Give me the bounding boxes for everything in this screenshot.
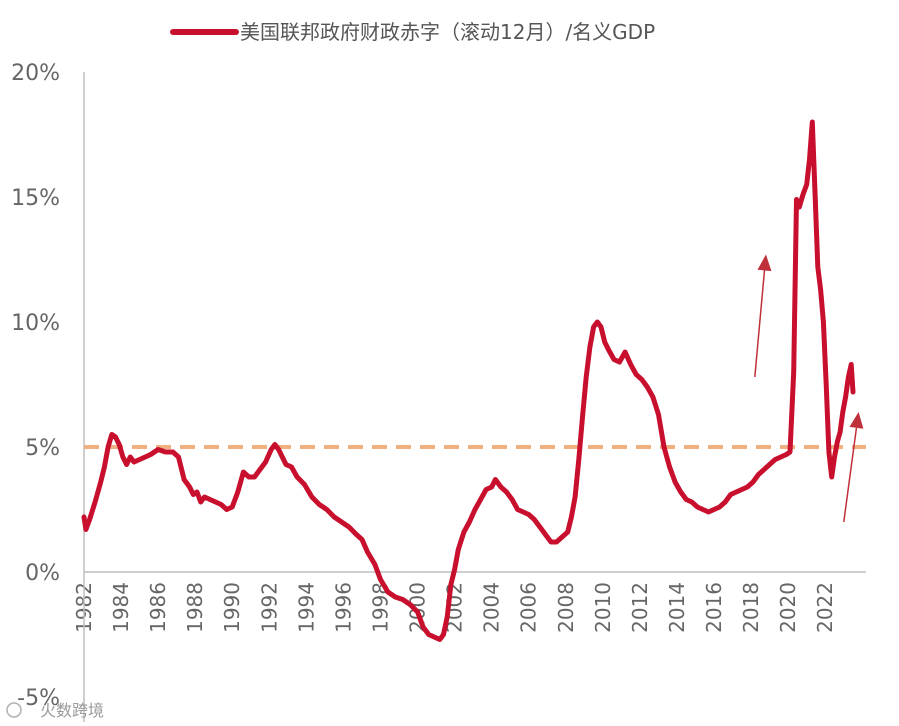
x-tick-label: 2008 <box>554 582 578 633</box>
x-tick-label: 1994 <box>294 582 318 633</box>
y-tick-label: 20% <box>11 61 60 86</box>
x-tick-label: 1990 <box>220 582 244 633</box>
y-tick-label: -5% <box>17 686 60 711</box>
y-tick-label: 10% <box>11 311 60 336</box>
watermark-text: 火数跨境 <box>40 701 104 720</box>
x-tick-label: 2014 <box>665 582 689 633</box>
x-tick-label: 2018 <box>739 582 763 633</box>
watermark: 火数跨境 <box>6 701 104 720</box>
annotations <box>754 254 864 523</box>
x-tick-label: 2016 <box>702 582 726 633</box>
x-tick-label: 2010 <box>591 582 615 633</box>
annotation-arrowhead-icon <box>849 412 864 429</box>
x-tick-label: 2004 <box>480 582 504 633</box>
x-tick-label: 1988 <box>183 582 207 633</box>
annotation-arrowhead-icon <box>757 254 772 272</box>
x-tick-label: 2020 <box>776 582 800 633</box>
annotation-arrow-line <box>843 427 858 523</box>
x-tick-label: 2022 <box>813 582 837 633</box>
legend-label: 美国联邦政府财政赤字（滚动12月）/名义GDP <box>240 20 655 44</box>
x-tick-label: 2006 <box>517 582 541 633</box>
x-tick-label: 2012 <box>628 582 652 633</box>
series-line-deficit-gdp <box>81 119 856 642</box>
x-tick-label: 1992 <box>257 582 281 633</box>
y-tick-label: 5% <box>25 436 60 461</box>
x-tick-label: 1986 <box>146 582 170 633</box>
annotation-arrow-line <box>754 270 766 378</box>
x-tick-label: 2000 <box>406 582 430 633</box>
x-tick-label: 1996 <box>331 582 355 633</box>
y-tick-label: 0% <box>25 561 60 586</box>
x-tick-label: 1984 <box>109 582 133 633</box>
legend: 美国联邦政府财政赤字（滚动12月）/名义GDP <box>170 20 655 44</box>
y-axis: -5% 0% 5% 10% 15% 20% <box>11 61 60 711</box>
x-axis: 1982 1984 1986 1988 1990 1992 1994 1996 1998 2000… <box>72 582 837 633</box>
watermark-logo-icon <box>6 702 22 718</box>
y-tick-label: 15% <box>11 186 60 211</box>
